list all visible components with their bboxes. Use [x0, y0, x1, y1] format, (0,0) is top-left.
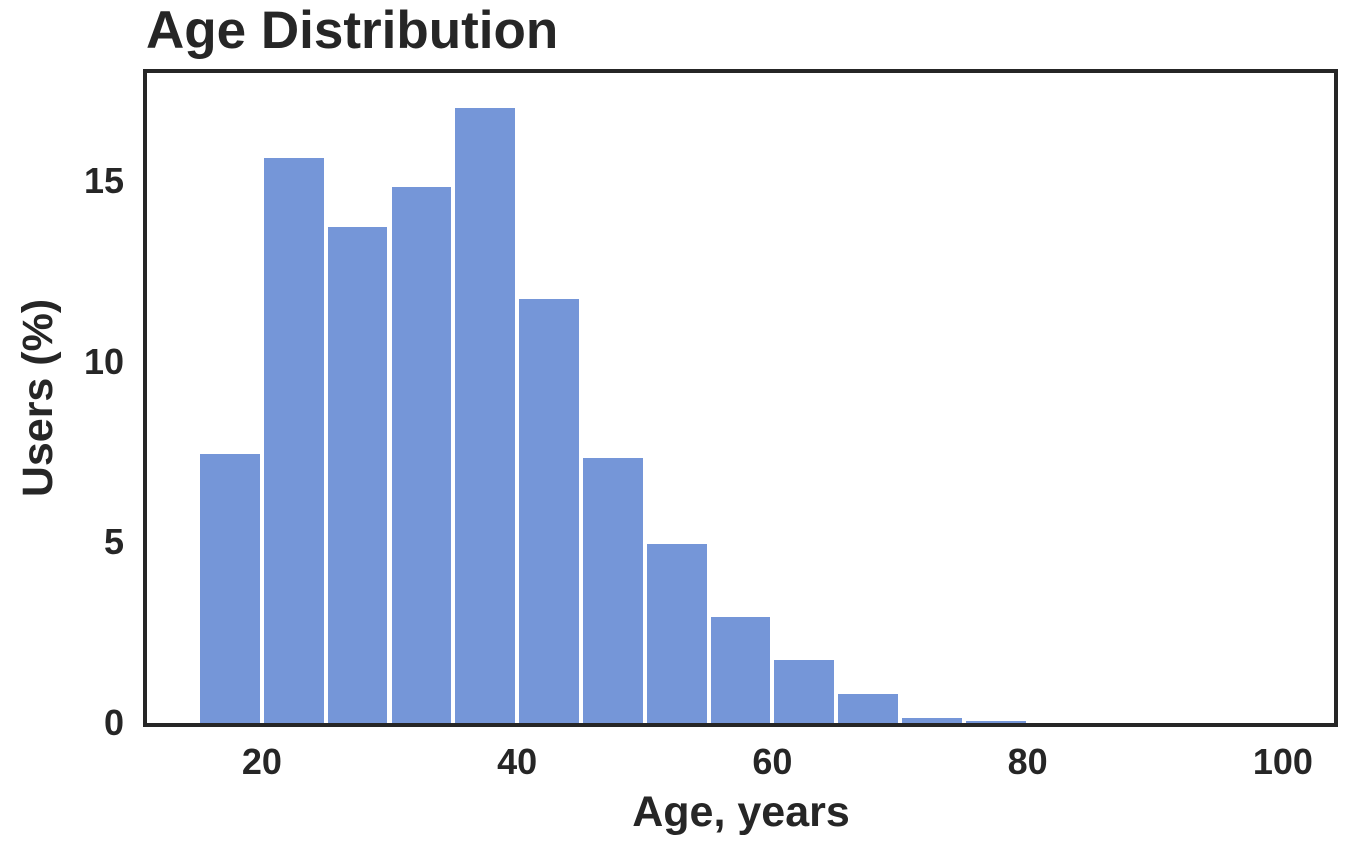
plot-area: [143, 69, 1338, 727]
x-tick-label: 20: [241, 741, 282, 782]
histogram-bar: [389, 184, 454, 723]
histogram-bar: [708, 614, 773, 723]
x-tick-label: 40: [497, 741, 538, 782]
histogram-bar: [772, 658, 837, 723]
histogram-bar: [261, 156, 326, 723]
histogram-bar: [900, 715, 964, 723]
histogram-bar: [325, 224, 390, 723]
x-tick-label: 60: [752, 741, 793, 782]
x-tick-label: 80: [1007, 741, 1048, 782]
histogram-bar: [963, 719, 1028, 723]
histogram-bar: [836, 692, 900, 723]
chart-title: Age Distribution: [146, 1, 559, 60]
histogram-bar: [644, 542, 709, 723]
x-axis-label: Age, years: [632, 788, 850, 836]
x-tick-label: 100: [1252, 741, 1313, 782]
histogram-bar: [198, 452, 262, 723]
y-tick-label: 15: [83, 160, 124, 202]
histogram-bar: [453, 105, 518, 723]
y-tick-label: 5: [103, 521, 124, 563]
histogram-bar: [517, 296, 581, 723]
y-tick-label: 0: [103, 702, 124, 743]
y-tick-label: 10: [83, 340, 124, 382]
y-axis-label: Users (%): [14, 298, 62, 498]
histogram-bar: [581, 455, 645, 723]
